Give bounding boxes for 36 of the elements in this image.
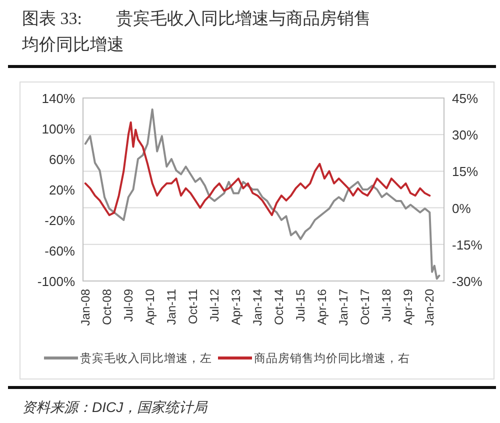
x-tick-label: Apr-19 — [401, 288, 416, 326]
x-tick-label: Oct-08 — [100, 288, 114, 326]
legend-label: 商品房销售均价同比增速，右 — [254, 351, 410, 365]
y-tick-label: -100% — [37, 274, 76, 289]
x-tick-label: Jan-08 — [78, 288, 92, 326]
x-tick-label: Jan-11 — [164, 288, 178, 325]
y2-tick-label: 45% — [452, 91, 478, 106]
x-tick-label: Jan-20 — [422, 288, 437, 326]
y2-tick-label: 15% — [452, 164, 478, 180]
line-series — [84, 108, 440, 280]
y-tick-label: 20% — [48, 182, 76, 198]
x-tick-label: Apr-16 — [315, 288, 330, 326]
x-tick-label: Apr-13 — [229, 288, 244, 326]
y-tick-label: 100% — [42, 122, 76, 136]
chart-title: 图表 33: 贵宾毛收入同比增速与商品房销售均价同比增速 — [21, 9, 371, 54]
y2-tick-label: -30% — [452, 274, 483, 289]
x-tick-label: Oct-11 — [186, 288, 200, 324]
y-tick-label: -20% — [44, 213, 76, 228]
x-tick-label: Oct-17 — [358, 288, 372, 326]
y2-tick-label: 0% — [452, 200, 472, 216]
line-series — [84, 121, 431, 216]
x-tick-label: Jul-15 — [294, 288, 308, 322]
x-tick-label: Jul-12 — [207, 288, 222, 322]
x-tick-label: Apr-10 — [142, 288, 157, 326]
y-tick-label: -60% — [44, 244, 76, 258]
legend-label: 贵宾毛收入同比增速，左 — [80, 351, 212, 365]
x-tick-label: Jul-09 — [121, 288, 136, 322]
text: 资料来源：DICJ，国家统计局 — [22, 399, 208, 415]
x-tick-label: Jan-14 — [250, 288, 265, 326]
y2-tick-label: -15% — [452, 237, 483, 252]
x-tick-label: Jan-17 — [336, 288, 351, 326]
y-tick-label: 60% — [48, 152, 76, 167]
x-tick-label: Jul-18 — [380, 288, 394, 322]
y-tick-label: 140% — [42, 91, 76, 106]
y2-tick-label: 30% — [452, 128, 478, 143]
x-tick-label: Oct-14 — [272, 288, 286, 326]
